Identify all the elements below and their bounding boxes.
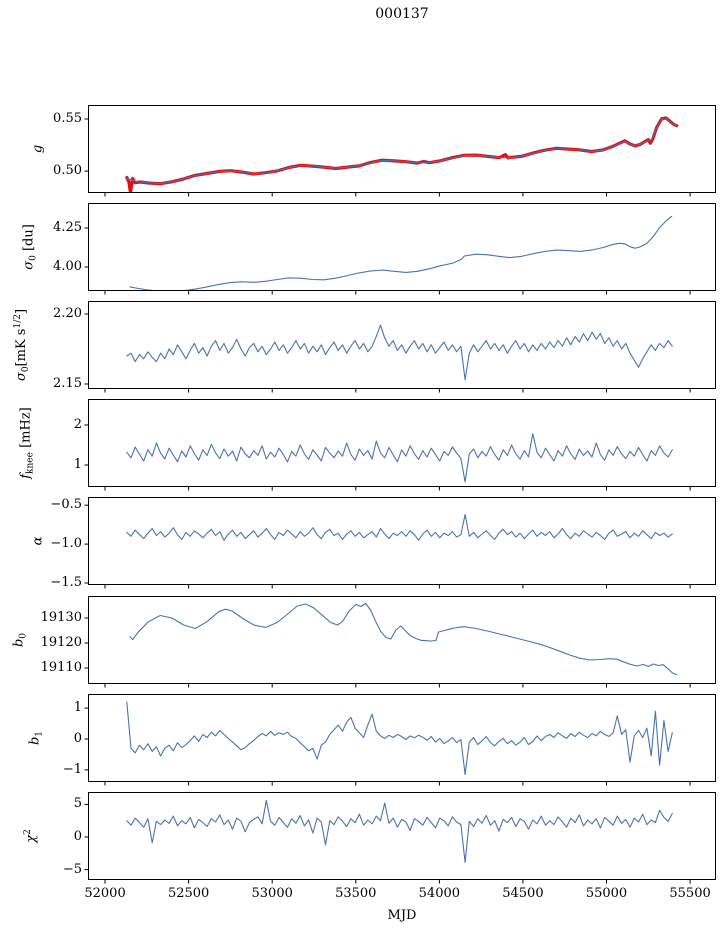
panel-b0: b0 19110 19120 19130 — [0, 596, 725, 688]
y-tick-label: −1.5 — [50, 574, 82, 590]
x-tick-label: 55500 — [669, 886, 711, 901]
y-tick-label: 0 — [73, 828, 82, 844]
plot-area-sigma0-du — [84, 203, 716, 295]
tick-marks — [84, 313, 691, 393]
x-tick-label: 54000 — [418, 886, 461, 901]
y-tick-label: 0.50 — [53, 163, 82, 179]
axes-frame — [88, 203, 716, 291]
y-axis-title-segment: [mK s — [14, 328, 29, 367]
y-tick-label: 19130 — [40, 610, 82, 625]
series-fknee — [126, 433, 673, 483]
series-b1 — [126, 701, 673, 776]
y-axis-title-segment: g — [30, 144, 46, 154]
plot-area-sigma0-mks — [84, 301, 716, 393]
x-tick-label: 52000 — [84, 886, 126, 901]
series-gain-model-blue — [126, 118, 678, 185]
plot-area-b1 — [84, 694, 716, 786]
y-tick-label: 2.15 — [53, 375, 82, 391]
y-tick-label: 0 — [73, 731, 82, 747]
y-tick-label: 0.55 — [53, 111, 82, 127]
series-b0 — [129, 602, 678, 676]
y-axis-title-segment: 0 — [21, 366, 31, 373]
y-axis-title-segment: f — [18, 473, 34, 479]
tick-marks — [84, 424, 691, 491]
y-tick-label: −1 — [62, 761, 82, 777]
x-tick-label: 53000 — [251, 886, 293, 901]
axes-frame — [88, 596, 716, 684]
panel-g: g 0.50 0.55 — [0, 105, 725, 197]
y-tick-label: −1.0 — [50, 536, 82, 552]
y-tick-label: −0.5 — [50, 497, 82, 513]
axes-frame — [88, 497, 716, 585]
panel-sigma0-mks: σ0[mK s1/2] 2.15 2.20 — [0, 301, 725, 393]
y-tick-label: 1 — [73, 457, 82, 472]
plot-area-b0 — [84, 596, 716, 688]
y-tick-label: 4.00 — [53, 258, 82, 274]
y-tick-label: 19110 — [40, 660, 82, 675]
panel-sigma0-du: σ0 [du] 4.00 4.25 — [0, 203, 725, 295]
panel-chi2: χ2 −5 0 5 — [0, 792, 725, 884]
plot-area-g — [84, 105, 716, 197]
series-alpha — [126, 513, 673, 541]
x-tick-label: 53500 — [335, 886, 377, 901]
plot-area-alpha — [84, 497, 716, 589]
tick-marks — [84, 707, 691, 786]
x-tick-label: 52500 — [167, 886, 210, 901]
y-tick-label: 1 — [73, 700, 82, 716]
axes-frame — [88, 792, 716, 880]
panel-alpha: α −0.5 −1.0 −1.5 — [0, 497, 725, 590]
series-chi2 — [126, 799, 673, 863]
plot-area-chi2 — [84, 792, 716, 884]
panel-fknee: fknee [mHz] 1 2 — [0, 399, 725, 491]
series-sigma0-du — [129, 215, 673, 291]
axes-frame — [88, 301, 716, 389]
y-tick-label: 2.20 — [53, 306, 82, 321]
panel-b1: b1 −1 0 1 — [0, 694, 725, 786]
y-tick-label: 2 — [73, 417, 82, 432]
y-tick-label: 19120 — [40, 635, 82, 650]
y-axis-title-g: g — [31, 145, 46, 153]
x-tick-label: 55000 — [585, 886, 628, 901]
tick-marks — [84, 617, 691, 688]
tick-marks — [84, 504, 691, 589]
x-axis-label: MJD — [387, 908, 417, 923]
y-tick-label: 4.25 — [53, 219, 82, 235]
y-tick-label: 5 — [73, 796, 82, 812]
tick-marks — [84, 803, 691, 884]
y-tick-label: −5 — [62, 861, 82, 877]
plot-area-fknee — [84, 399, 716, 491]
axes-frame — [88, 694, 716, 782]
tick-marks — [84, 118, 691, 197]
series-sigma0-mks — [126, 324, 673, 381]
tick-marks — [84, 227, 691, 295]
figure-title: 000137 — [375, 6, 429, 22]
axes-frame — [88, 399, 716, 487]
x-tick-label: 54500 — [502, 886, 544, 901]
series-gain-data-red — [125, 116, 679, 193]
axes-frame — [88, 105, 716, 193]
